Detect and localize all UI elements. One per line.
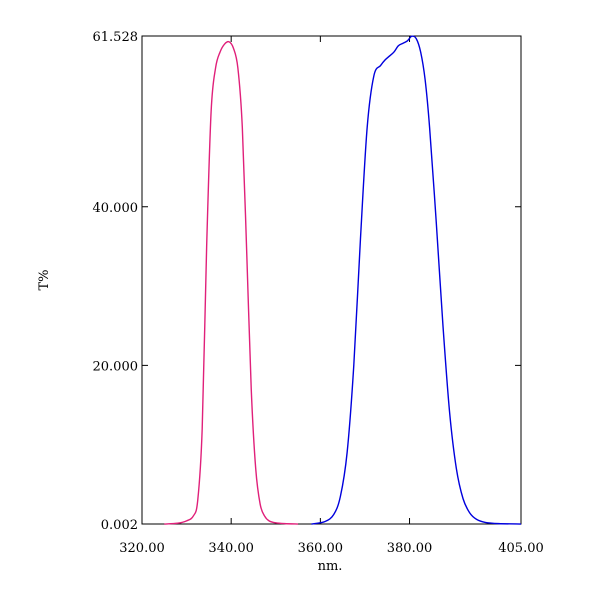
y-tick-label: 61.528 [93, 30, 139, 45]
x-tick-label: 380.00 [387, 541, 433, 556]
x-axis-title: nm. [318, 559, 343, 574]
x-tick-label: 405.00 [498, 541, 544, 556]
y-tick-label: 0.002 [101, 518, 138, 533]
series-line-2 [311, 35, 522, 525]
series-line-1 [164, 40, 299, 525]
y-axis-title: T% [37, 269, 52, 290]
plot-frame [141, 35, 522, 525]
y-tick-label: 20.000 [93, 359, 139, 374]
x-tick-label: 320.00 [119, 541, 165, 556]
x-tick-label: 340.00 [208, 541, 254, 556]
y-tick-label: 40.000 [93, 201, 139, 216]
x-tick-label: 360.00 [298, 541, 344, 556]
